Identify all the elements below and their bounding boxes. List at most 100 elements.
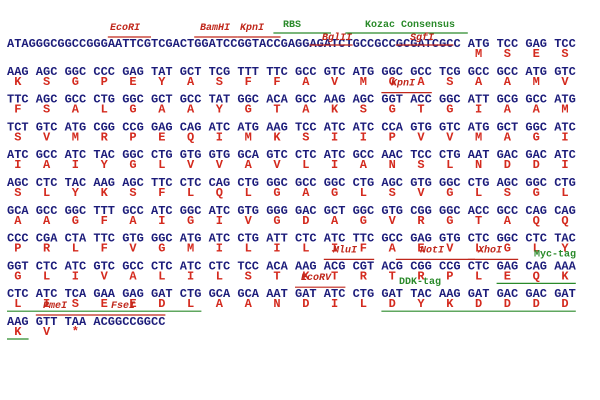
codon: ATC bbox=[324, 148, 346, 162]
codon: TCC bbox=[295, 120, 317, 134]
codon: GCT bbox=[324, 204, 346, 218]
codon: GAT bbox=[468, 287, 490, 301]
amino-acid: V bbox=[446, 242, 454, 256]
amino-acid: G bbox=[72, 214, 79, 228]
amino-acid: M bbox=[360, 75, 367, 89]
amino-acid: S bbox=[446, 75, 453, 89]
codon: ATC bbox=[36, 287, 58, 301]
amino-acid: K bbox=[14, 75, 22, 89]
amino-acid: A bbox=[187, 75, 195, 89]
amino-acid: G bbox=[360, 214, 367, 228]
amino-acid: K bbox=[14, 325, 22, 339]
codon: ATG bbox=[180, 232, 202, 246]
amino-acid: I bbox=[216, 242, 223, 256]
codon: GAG bbox=[122, 287, 144, 301]
codon: TTC bbox=[93, 232, 115, 246]
amino-acid: L bbox=[360, 186, 367, 200]
codon: GAG bbox=[497, 259, 519, 273]
codon: CTC bbox=[295, 232, 317, 246]
amino-acid: V bbox=[245, 214, 253, 228]
amino-acid: I bbox=[331, 158, 338, 172]
amino-acid: Y bbox=[561, 242, 569, 256]
amino-acid: D bbox=[302, 297, 309, 311]
amino-acid: G bbox=[158, 242, 165, 256]
amino-acid: V bbox=[273, 158, 281, 172]
amino-acid: N bbox=[273, 297, 280, 311]
amino-acid: L bbox=[187, 186, 194, 200]
amino-acid: I bbox=[216, 214, 223, 228]
codon: GAG bbox=[122, 65, 144, 79]
codon: GCT bbox=[180, 65, 202, 79]
codon: GGC bbox=[525, 176, 547, 190]
amino-acid: A bbox=[504, 130, 512, 144]
codon: AAG bbox=[7, 315, 29, 329]
codon: GCT bbox=[151, 93, 173, 107]
amino-acid: A bbox=[72, 103, 80, 117]
codon: GCC bbox=[122, 259, 144, 273]
codon: ACG bbox=[381, 259, 403, 273]
amino-acid: S bbox=[302, 130, 309, 144]
amino-acid: V bbox=[43, 325, 51, 339]
feature-label: XhoI bbox=[477, 244, 502, 256]
amino-acid: S bbox=[216, 75, 223, 89]
codon: ATC bbox=[151, 204, 173, 218]
amino-acid: S bbox=[129, 186, 136, 200]
codon: AGC bbox=[36, 65, 58, 79]
codon: GAA bbox=[93, 287, 115, 301]
amino-acid: P bbox=[389, 130, 396, 144]
codon: GCC bbox=[410, 65, 432, 79]
amino-acid: I bbox=[331, 242, 338, 256]
amino-acid: L bbox=[158, 158, 165, 172]
codon: ATG bbox=[525, 65, 547, 79]
codon: GAC bbox=[497, 287, 519, 301]
amino-acid: G bbox=[446, 186, 453, 200]
amino-acid: M bbox=[475, 47, 482, 61]
amino-acid: V bbox=[417, 186, 425, 200]
amino-acid: I bbox=[14, 158, 21, 172]
codon: ATG bbox=[554, 93, 576, 107]
amino-acid: K bbox=[561, 269, 569, 283]
amino-acid: F bbox=[101, 214, 108, 228]
codon: CTC bbox=[36, 176, 58, 190]
amino-acid: P bbox=[101, 75, 108, 89]
codon: GGC bbox=[180, 204, 202, 218]
amino-acid: G bbox=[331, 186, 338, 200]
amino-acid: L bbox=[101, 103, 108, 117]
amino-acid: G bbox=[14, 269, 21, 283]
codon: ATC bbox=[324, 120, 346, 134]
codon: GCC bbox=[497, 204, 519, 218]
codon: GTG bbox=[410, 176, 432, 190]
codon: ATG bbox=[468, 37, 490, 51]
amino-acid: Q bbox=[533, 214, 540, 228]
codon: CGT bbox=[353, 259, 375, 273]
amino-acid: S bbox=[14, 130, 21, 144]
amino-acid: A bbox=[129, 269, 137, 283]
codon: GTG bbox=[237, 204, 259, 218]
codon: GTG bbox=[180, 148, 202, 162]
codon: GCA bbox=[237, 148, 259, 162]
codon: CAG bbox=[180, 120, 202, 134]
codon: GAT bbox=[295, 287, 317, 301]
amino-acid: A bbox=[14, 214, 22, 228]
amino-acid: S bbox=[561, 47, 568, 61]
amino-acid: I bbox=[561, 130, 568, 144]
codon: AAG bbox=[266, 120, 288, 134]
codon: TAC bbox=[410, 287, 432, 301]
amino-acid: Y bbox=[72, 186, 80, 200]
amino-acid: V bbox=[446, 130, 454, 144]
amino-acid: A bbox=[331, 214, 339, 228]
codon: ATC bbox=[65, 148, 87, 162]
amino-acid: G bbox=[533, 186, 540, 200]
codon: ATC bbox=[7, 148, 29, 162]
amino-acid: E bbox=[129, 75, 136, 89]
amino-acid: V bbox=[43, 130, 51, 144]
amino-acid: I bbox=[331, 297, 338, 311]
amino-acid: G bbox=[533, 130, 540, 144]
amino-acid: * bbox=[72, 325, 79, 339]
amino-acid: Y bbox=[101, 158, 109, 172]
codon: ATC bbox=[209, 204, 231, 218]
amino-acid: Q bbox=[187, 130, 194, 144]
amino-acid: S bbox=[360, 103, 367, 117]
amino-acid: G bbox=[129, 158, 136, 172]
